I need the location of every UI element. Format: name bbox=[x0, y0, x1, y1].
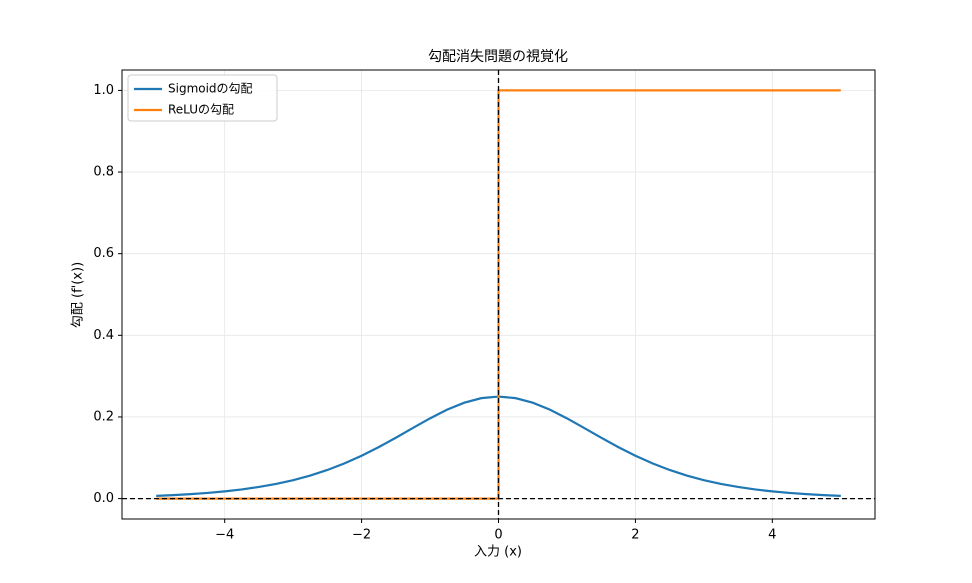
y-tick-label: 0.0 bbox=[93, 491, 114, 506]
legend-label: Sigmoidの勾配 bbox=[168, 82, 253, 96]
x-tick-label: 2 bbox=[631, 528, 639, 543]
legend-label: ReLUの勾配 bbox=[168, 103, 234, 117]
y-tick-label: 0.4 bbox=[93, 328, 114, 343]
plot-frame bbox=[121, 69, 876, 520]
legend-box bbox=[127, 74, 278, 122]
y-axis-label: 勾配 (f'(x)) bbox=[71, 262, 86, 328]
chart-title: 勾配消失問題の視覚化 bbox=[428, 49, 568, 65]
x-tick-label: −2 bbox=[352, 528, 371, 543]
x-axis-label: 入力 (x) bbox=[474, 545, 522, 560]
y-tick-label: 0.8 bbox=[93, 165, 114, 180]
y-tick-label: 0.6 bbox=[93, 246, 114, 261]
x-tick-label: −4 bbox=[215, 528, 234, 543]
y-tick-label: 1.0 bbox=[93, 83, 114, 98]
y-tick-label: 0.2 bbox=[93, 409, 114, 424]
x-tick-label: 0 bbox=[494, 528, 502, 543]
x-tick-label: 4 bbox=[768, 528, 776, 543]
